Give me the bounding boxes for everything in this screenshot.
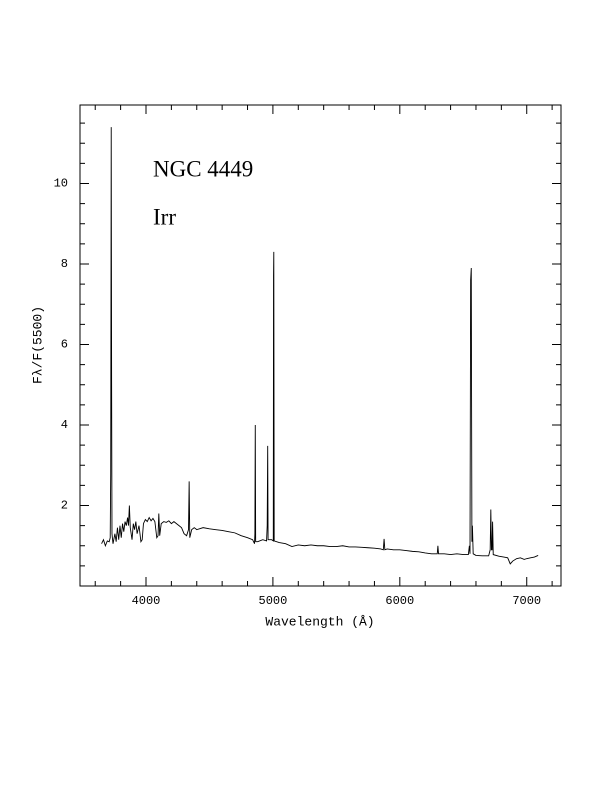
y-axis-label: Fλ/F(5500) [30,306,45,384]
x-tick-label: 5000 [259,594,288,608]
y-tick-label: 4 [61,418,68,432]
x-tick-label: 6000 [385,594,414,608]
x-tick-label: 4000 [132,594,161,608]
y-tick-label: 2 [61,499,68,513]
annotation: Irr [153,204,176,229]
y-tick-label: 6 [61,338,68,352]
y-tick-label: 10 [54,177,68,191]
annotation: NGC 4449 [153,156,253,181]
x-tick-label: 7000 [512,594,541,608]
spectrum-line [101,127,539,565]
plot-frame [79,104,562,587]
x-axis-label: Wavelength (Å) [265,614,374,629]
y-tick-label: 8 [61,257,68,271]
